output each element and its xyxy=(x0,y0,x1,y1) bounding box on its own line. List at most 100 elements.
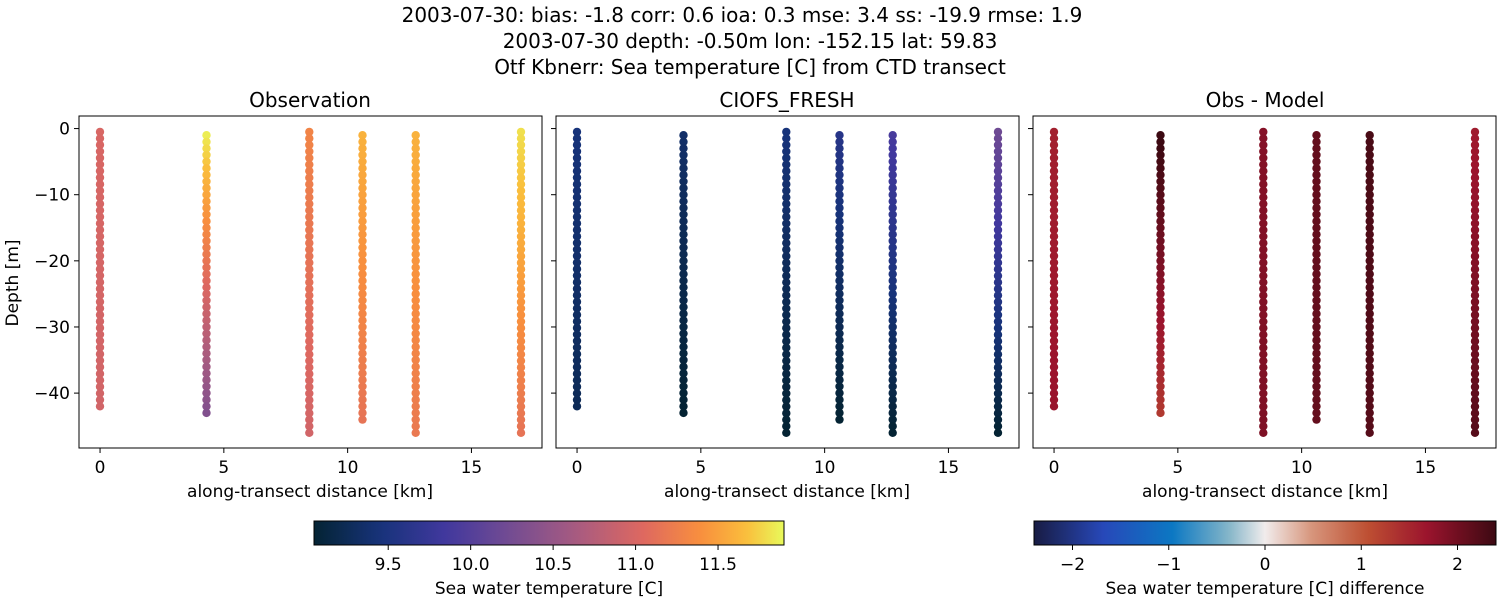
data-point-cast-6 xyxy=(1470,409,1480,418)
data-point-cast-4 xyxy=(1312,309,1321,318)
data-point-cast-6 xyxy=(516,284,526,294)
data-point-cast-1 xyxy=(95,349,105,359)
colorbar-label: Sea water temperature [C] difference xyxy=(1105,579,1424,599)
data-point-cast-6 xyxy=(1470,350,1480,359)
data-point-cast-6 xyxy=(1470,284,1480,294)
data-point-cast-1 xyxy=(572,180,582,189)
data-point-cast-5 xyxy=(411,236,420,246)
data-point-cast-4 xyxy=(835,395,844,404)
data-point-cast-5 xyxy=(411,263,420,272)
data-point-cast-3 xyxy=(305,225,314,235)
data-point-cast-5 xyxy=(888,183,897,193)
x-tick-label: 0 xyxy=(1049,458,1060,478)
data-point-cast-2 xyxy=(679,296,688,305)
data-point-cast-5 xyxy=(411,197,420,206)
data-point-cast-5 xyxy=(888,422,897,431)
data-point-cast-3 xyxy=(782,297,791,307)
data-point-cast-2 xyxy=(202,157,211,166)
data-point-cast-1 xyxy=(1049,166,1059,176)
data-point-cast-3 xyxy=(305,153,314,163)
data-point-cast-6 xyxy=(516,180,526,189)
data-point-cast-6 xyxy=(1470,238,1480,248)
data-point-cast-3 xyxy=(1259,252,1268,261)
data-point-cast-1 xyxy=(572,140,582,150)
data-point-cast-4 xyxy=(358,375,367,385)
data-point-cast-5 xyxy=(1365,362,1374,371)
data-point-cast-4 xyxy=(1312,223,1321,232)
data-point-cast-6 xyxy=(516,310,526,320)
data-point-cast-2 xyxy=(679,336,688,345)
data-point-cast-5 xyxy=(411,243,420,252)
data-point-cast-5 xyxy=(888,256,897,265)
data-point-cast-6 xyxy=(993,153,1003,163)
data-point-cast-6 xyxy=(516,206,526,215)
data-point-cast-6 xyxy=(993,160,1003,169)
data-point-cast-4 xyxy=(1312,210,1321,219)
data-point-cast-4 xyxy=(835,223,844,232)
data-point-cast-3 xyxy=(1259,415,1268,424)
data-point-cast-1 xyxy=(95,134,105,143)
data-point-cast-3 xyxy=(305,160,314,169)
data-point-cast-1 xyxy=(572,225,582,235)
data-point-cast-6 xyxy=(993,376,1003,385)
data-point-cast-5 xyxy=(1365,210,1374,219)
scatter-plot: 0 5 10 15 xyxy=(551,115,1020,478)
data-point-cast-6 xyxy=(516,147,526,156)
data-point-cast-5 xyxy=(888,190,897,199)
data-point-cast-4 xyxy=(1312,375,1321,385)
y-tick-label: −20 xyxy=(34,252,70,272)
data-point-cast-2 xyxy=(1156,150,1165,160)
data-point-cast-5 xyxy=(1365,217,1374,226)
data-point-cast-6 xyxy=(993,310,1003,320)
data-point-cast-6 xyxy=(516,415,526,424)
data-point-cast-6 xyxy=(516,238,526,248)
data-point-cast-5 xyxy=(1365,183,1374,193)
data-point-cast-5 xyxy=(411,402,420,411)
data-point-cast-5 xyxy=(888,382,897,391)
data-point-cast-6 xyxy=(993,409,1003,418)
data-point-cast-6 xyxy=(516,245,526,254)
data-point-cast-1 xyxy=(1049,291,1059,300)
data-point-cast-1 xyxy=(572,369,582,378)
data-point-cast-4 xyxy=(835,190,844,199)
data-point-cast-3 xyxy=(1259,219,1268,228)
data-point-cast-6 xyxy=(1470,245,1480,254)
data-point-cast-3 xyxy=(1259,428,1268,437)
data-point-cast-1 xyxy=(1049,134,1059,143)
data-point-cast-2 xyxy=(679,157,688,166)
x-tick-label: 10 xyxy=(814,458,836,478)
data-point-cast-3 xyxy=(305,212,314,222)
data-point-cast-3 xyxy=(782,291,791,300)
data-point-cast-5 xyxy=(888,402,897,411)
data-point-cast-4 xyxy=(835,309,844,318)
data-point-cast-4 xyxy=(358,256,367,265)
colorbar-difference: −2 −1 0 1 2 Sea water temperature [C] differ… xyxy=(1033,520,1497,599)
data-point-cast-4 xyxy=(835,276,844,285)
data-point-cast-6 xyxy=(516,186,526,195)
data-point-cast-6 xyxy=(1470,389,1480,398)
data-point-cast-5 xyxy=(888,157,897,166)
data-point-cast-3 xyxy=(782,376,791,385)
data-point-cast-2 xyxy=(1156,230,1165,239)
data-point-cast-4 xyxy=(835,316,844,325)
data-point-cast-2 xyxy=(679,236,688,246)
x-tick-label: 0 xyxy=(95,458,106,478)
data-point-cast-5 xyxy=(1365,395,1374,404)
data-point-cast-3 xyxy=(1259,350,1268,359)
data-point-cast-2 xyxy=(202,223,211,232)
data-point-cast-1 xyxy=(572,193,582,202)
data-point-cast-1 xyxy=(95,147,105,156)
data-point-cast-4 xyxy=(1312,197,1321,206)
panel-title: Observation xyxy=(249,88,371,112)
data-point-cast-4 xyxy=(358,144,367,153)
data-point-cast-2 xyxy=(202,289,211,299)
data-point-cast-5 xyxy=(1365,190,1374,199)
data-point-cast-1 xyxy=(1049,258,1059,267)
data-point-cast-4 xyxy=(835,336,844,345)
data-point-cast-1 xyxy=(95,402,105,411)
data-point-cast-1 xyxy=(1049,238,1059,248)
data-point-cast-4 xyxy=(358,190,367,199)
data-point-cast-3 xyxy=(1259,153,1268,163)
data-point-cast-4 xyxy=(1312,322,1321,332)
data-point-cast-3 xyxy=(782,199,791,208)
